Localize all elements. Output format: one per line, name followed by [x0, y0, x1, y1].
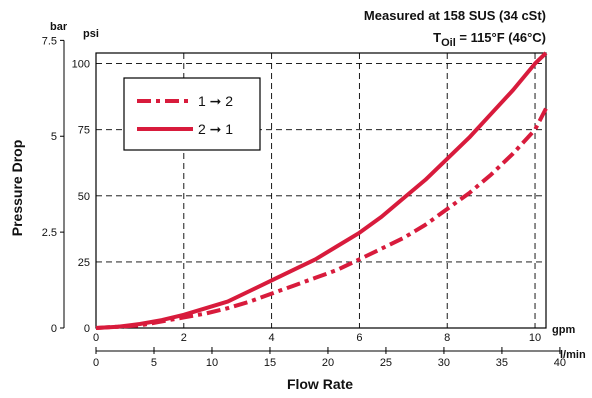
y-unit-bar: bar: [50, 21, 68, 33]
secondary-y-tick-label-2.5: 2.5: [42, 227, 57, 239]
legend-label-1-to-2: 1 ➞ 2: [198, 93, 233, 109]
y-tick-label-75: 75: [78, 125, 90, 137]
title-temp-value: = 115°F (46°C): [456, 30, 546, 45]
y-tick-label-50: 50: [78, 191, 90, 203]
x-tick-label-0: 0: [93, 332, 99, 344]
secondary-x-tick-label-20: 20: [322, 357, 334, 369]
chart-title-line-2: TOil = 115°F (46°C): [433, 30, 546, 49]
x-tick-label-4: 4: [269, 332, 275, 344]
y-tick-label-100: 100: [72, 59, 90, 71]
secondary-x-tick-label-10: 10: [206, 357, 218, 369]
y-tick-label-0: 0: [84, 323, 90, 335]
title-temp-subscript: Oil: [441, 37, 456, 49]
y-axis-title: Pressure Drop: [9, 140, 25, 236]
secondary-x-tick-label-40: 40: [554, 357, 566, 369]
plot-frame: [95, 52, 547, 329]
secondary-x-tick-label-35: 35: [496, 357, 508, 369]
chart-title-line-1: Measured at 158 SUS (34 cSt): [364, 8, 546, 23]
x-tick-label-10: 10: [529, 332, 541, 344]
secondary-y-tick-label-0: 0: [51, 323, 57, 335]
secondary-y-tick-label-7.5: 7.5: [42, 35, 57, 47]
x-axis-title: Flow Rate: [287, 376, 353, 392]
secondary-x-tick-label-30: 30: [438, 357, 450, 369]
legend-box: [123, 77, 261, 151]
secondary-x-tick-label-25: 25: [380, 357, 392, 369]
x-tick-label-6: 6: [356, 332, 362, 344]
secondary-y-tick-label-5: 5: [51, 131, 57, 143]
y-axis-ticks: 0 25 50 75 100: [72, 59, 90, 335]
series-line-2-to-1: [95, 51, 548, 330]
y-unit-psi: psi: [83, 28, 99, 40]
legend-label-2-to-1: 2 ➞ 1: [198, 121, 233, 137]
x-tick-label-2: 2: [181, 332, 187, 344]
series-layer: [95, 51, 548, 330]
secondary-x-tick-label-5: 5: [151, 357, 157, 369]
x-tick-label-8: 8: [444, 332, 450, 344]
secondary-x-tick-label-15: 15: [264, 357, 276, 369]
x-axis-ticks: 0 2 4 6 8 10: [93, 332, 541, 344]
y-tick-label-25: 25: [78, 257, 90, 269]
x-unit-gpm: gpm: [552, 324, 575, 336]
secondary-x-tick-label-0: 0: [93, 357, 99, 369]
secondary-x-axis: 0 5 10 15 20 25 30 35 40: [93, 347, 566, 369]
secondary-y-axis: 0 2.5 5 7.5: [42, 35, 65, 335]
x-unit-lmin: l/min: [560, 349, 586, 361]
title-temp-symbol: T: [433, 30, 441, 45]
legend: 1 ➞ 2 2 ➞ 1: [123, 77, 261, 151]
